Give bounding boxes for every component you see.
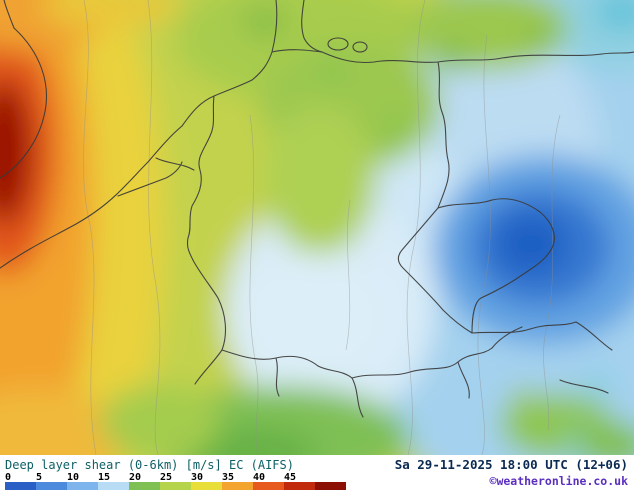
colorbar-tick: 40 xyxy=(253,472,266,483)
colorbar xyxy=(5,482,346,490)
colorbar-tick: 30 xyxy=(191,472,204,483)
colorbar-tick: 35 xyxy=(222,472,235,483)
colorbar-tick: 5 xyxy=(36,472,43,483)
legend-footer: Deep layer shear (0-6km) [m/s] EC (AIFS)… xyxy=(0,455,634,490)
map-svg xyxy=(0,0,634,455)
country-borders xyxy=(0,0,634,418)
shear-field xyxy=(0,0,634,455)
map-title: Deep layer shear (0-6km) [m/s] EC (AIFS) xyxy=(5,458,294,472)
colorbar-tick: 15 xyxy=(98,472,111,483)
map-area xyxy=(0,0,634,455)
colorbar-tick: 45 xyxy=(284,472,297,483)
colorbar-tick: 20 xyxy=(129,472,142,483)
colorbar-tick: 25 xyxy=(160,472,173,483)
colorbar-tick: 0 xyxy=(5,472,12,483)
valid-datetime: Sa 29-11-2025 18:00 UTC (12+06) xyxy=(394,457,628,472)
colorbar-tick: 10 xyxy=(67,472,80,483)
contour-lines xyxy=(83,0,561,455)
colorbar-ticks: 0 5 10 15 20 25 30 35 40 45 xyxy=(5,473,315,483)
copyright-label: ©weatheronline.co.uk xyxy=(489,474,628,488)
